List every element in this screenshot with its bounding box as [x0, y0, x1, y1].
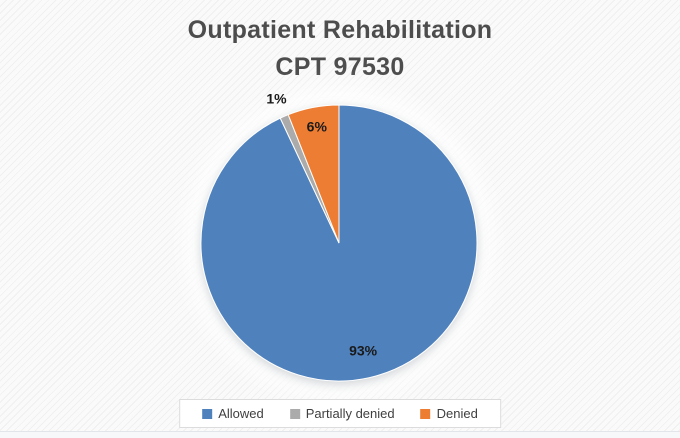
bottom-strip	[0, 432, 680, 438]
legend-label-denied: Denied	[436, 406, 478, 421]
chart-title-line2: CPT 97530	[275, 53, 405, 81]
pie-slices	[200, 104, 478, 382]
pie-slice-denied	[287, 104, 340, 244]
chart-title-line1: Outpatient Rehabilitation	[187, 16, 493, 44]
legend-label-allowed: Allowed	[218, 406, 264, 421]
legend-swatch-denied	[420, 408, 431, 419]
pie-data-label-allowed: 93%	[349, 343, 378, 359]
bottom-divider	[0, 431, 680, 432]
pie-data-label-partially-denied: 1%	[266, 91, 287, 107]
legend-item-allowed: Allowed	[202, 406, 264, 421]
legend-item-denied: Denied	[420, 406, 478, 421]
legend-label-partially-denied: Partially denied	[305, 406, 395, 421]
chart-title: Outpatient Rehabilitation CPT 97530	[0, 12, 680, 86]
pie-data-label-denied: 6%	[307, 118, 328, 134]
legend: Allowed Partially denied Denied	[179, 399, 501, 428]
legend-swatch-allowed	[202, 408, 213, 419]
legend-swatch-partially-denied	[289, 408, 300, 419]
pie-data-labels: 93% 1% 6%	[266, 91, 377, 359]
legend-item-partially-denied: Partially denied	[289, 406, 395, 421]
